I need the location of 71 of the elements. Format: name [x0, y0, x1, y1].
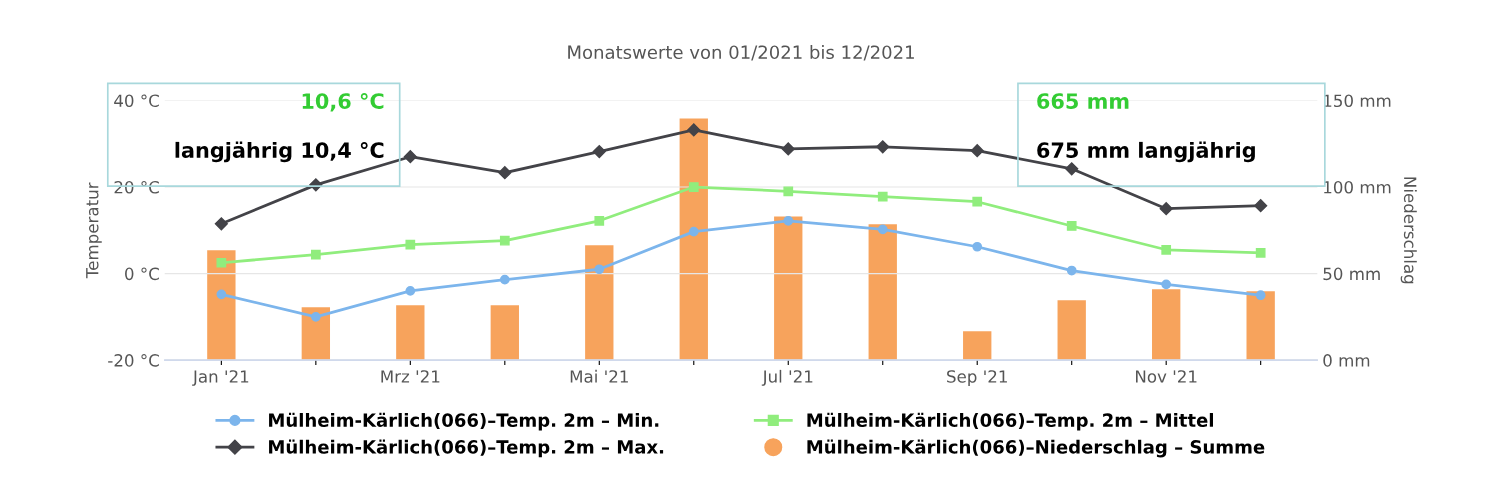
y2-tick-label: 100 mm: [1324, 180, 1391, 194]
bar: [868, 224, 897, 361]
annotation: langjährig 10,4 °C: [175, 141, 384, 163]
point: [688, 226, 699, 237]
point: [970, 144, 984, 158]
point: [594, 264, 605, 275]
point: [972, 241, 983, 252]
bar: [963, 331, 992, 361]
point: [1065, 162, 1079, 176]
x-tick-label: Sep '21: [947, 370, 1007, 386]
point: [972, 196, 983, 207]
point: [781, 142, 795, 156]
bar: [774, 216, 803, 361]
point: [1161, 244, 1172, 255]
annotation: 10,6 °C: [302, 93, 384, 112]
bar: [1057, 300, 1086, 361]
point: [592, 144, 606, 159]
legend-label: Mülheim-Kärlich(066)–Temp. 2m – Mittel: [807, 412, 1213, 431]
x-tick-label: Mai '21: [570, 369, 628, 383]
point: [1161, 279, 1172, 290]
y2-tick-label: 50 mm: [1323, 267, 1380, 281]
point: [1066, 221, 1077, 231]
x-tick-label: Jan '21: [192, 370, 249, 386]
y2-axis-title: Niederschlag: [1400, 177, 1417, 284]
point: [783, 186, 794, 197]
point: [1066, 265, 1077, 276]
y-tick-label: -20 °C: [108, 354, 159, 367]
point: [594, 215, 605, 226]
chart-title: Monatswerte von 01/2021 bis 12/2021: [568, 45, 914, 61]
bar: [1246, 291, 1275, 361]
point: [310, 249, 321, 260]
annotation: 675 mm langjährig: [1037, 141, 1255, 163]
point: [687, 123, 701, 137]
point: [216, 257, 227, 268]
point: [214, 217, 228, 231]
point: [877, 191, 888, 202]
point: [403, 150, 417, 164]
point: [877, 224, 888, 235]
x-tick-label: Jul '21: [761, 369, 813, 386]
point: [1255, 290, 1266, 301]
legend-label: Mülheim-Kärlich(066)–Temp. 2m – Max.: [269, 439, 664, 458]
bar: [679, 118, 708, 361]
x-tick-label: Nov '21: [1136, 370, 1197, 383]
y2-tick-label: 150 mm: [1324, 94, 1391, 108]
y-tick-label: 0 °C: [125, 267, 159, 281]
point: [499, 274, 510, 285]
point: [1159, 202, 1173, 216]
bar: [490, 305, 519, 361]
y2-tick-label: 0 mm: [1323, 354, 1370, 367]
point: [1255, 247, 1266, 258]
point: [783, 215, 794, 226]
point: [405, 286, 416, 296]
bar: [585, 245, 614, 361]
annotation: 665 mm: [1037, 93, 1129, 109]
y-tick-label: 40 °C: [114, 94, 159, 108]
point: [216, 289, 227, 300]
bar: [207, 250, 236, 361]
point: [498, 166, 512, 180]
bar: [301, 307, 331, 361]
point: [876, 140, 890, 154]
point: [688, 182, 699, 192]
point: [1254, 199, 1268, 213]
point: [310, 312, 321, 322]
bar: [396, 305, 425, 361]
bar: [1152, 289, 1181, 361]
point: [405, 239, 416, 250]
point: [499, 235, 510, 246]
legend-label: Mülheim-Kärlich(066)–Niederschlag – Summe: [807, 439, 1265, 458]
legend-label: Mülheim-Kärlich(066)–Temp. 2m – Min.: [269, 412, 659, 431]
y-axis-title: Temperatur: [86, 182, 102, 279]
x-tick-label: Mrz '21: [381, 370, 440, 383]
